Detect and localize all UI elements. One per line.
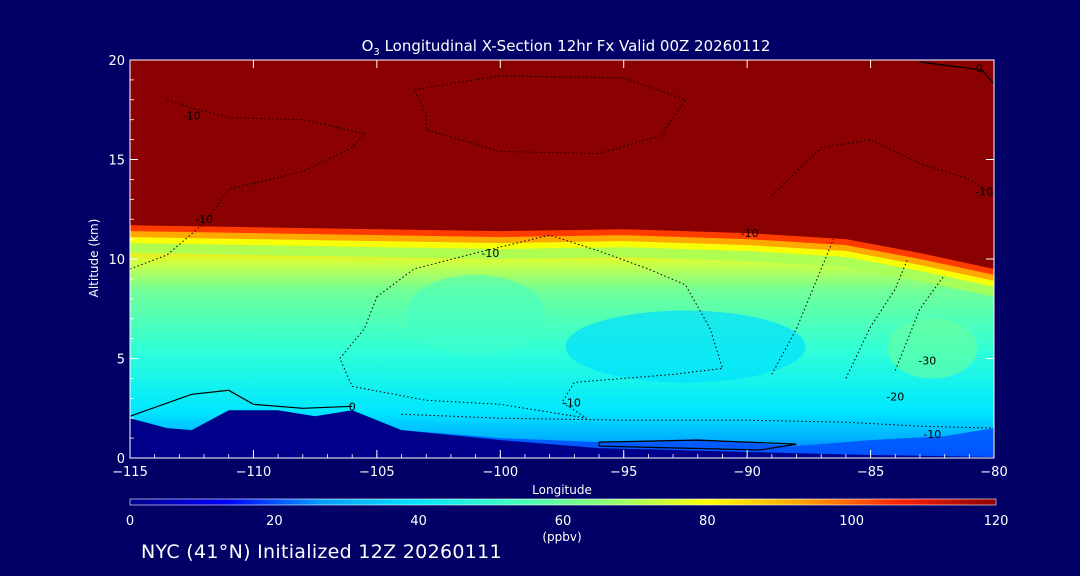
- contour-label: -10: [975, 185, 993, 198]
- contour-lines: [130, 61, 994, 451]
- chart-title: O3 Longitudinal X-Section 12hr Fx Valid …: [362, 37, 771, 58]
- y-tick-label: 20: [108, 54, 125, 69]
- y-tick-label: 15: [108, 154, 125, 169]
- x-tick-label: −90: [733, 465, 760, 480]
- contour-label: -10: [481, 247, 499, 260]
- footer-caption: NYC (41°N) Initialized 12Z 20260111: [141, 541, 502, 563]
- colorbar-tick-label: 100: [839, 514, 864, 529]
- x-axis-label: Longitude: [532, 483, 592, 497]
- plot-area: [130, 60, 994, 458]
- contour-m10-top: [413, 75, 687, 155]
- x-tick-label: −95: [610, 465, 637, 480]
- x-tick-label: −85: [857, 465, 884, 480]
- contour-m20-b: [845, 258, 909, 379]
- terrain-fill: [130, 410, 994, 458]
- contour-m20-a: [771, 238, 834, 375]
- contour-label: 0: [976, 62, 983, 75]
- east-ozone-region: [887, 318, 978, 379]
- contour-labels: 0 0 -10 -10 -10 -10 -10 -10 -10 -20 -30: [183, 62, 993, 441]
- x-tick-label: −105: [359, 465, 395, 480]
- contour-label: -10: [195, 213, 213, 226]
- low-ozone-region: [565, 310, 806, 383]
- colorbar-tick-labels: 0 20 40 60 80 100 120: [126, 514, 1009, 529]
- mid-ozone-region: [405, 274, 546, 355]
- colorbar-tick-label: 120: [984, 514, 1009, 529]
- title-prefix: O: [362, 37, 374, 55]
- contour-m10-west: [130, 99, 366, 270]
- x-tick-label: −100: [482, 465, 518, 480]
- colorbar-label: (ppbv): [542, 530, 581, 544]
- contour-m10-center: [339, 234, 724, 419]
- stratosphere-fill: [130, 60, 994, 269]
- colorbar-tick-label: 20: [266, 514, 283, 529]
- y-tick-label: 10: [108, 253, 125, 268]
- ozone-field: [130, 60, 994, 458]
- colorbar-tick-label: 60: [555, 514, 572, 529]
- colorbar-tick-label: 0: [126, 514, 134, 529]
- y-tick-label: 0: [117, 452, 125, 467]
- terrain: [130, 410, 994, 458]
- y-axis-label: Altitude (km): [87, 219, 101, 298]
- y-tick-label: 5: [117, 353, 125, 368]
- y-tick-labels: 0 5 10 15 20: [108, 54, 125, 467]
- x-tick-label: −115: [112, 465, 148, 480]
- colorbar-tick-label: 40: [410, 514, 427, 529]
- colorbar-tick-label: 80: [699, 514, 716, 529]
- contour-label: 0: [349, 400, 356, 413]
- contour-zero-top: [919, 61, 994, 85]
- axes: [129, 59, 995, 459]
- contour-zero-west: [130, 389, 353, 417]
- contour-label: -30: [918, 355, 936, 368]
- colorbar: [129, 498, 997, 506]
- contour-label: -10: [741, 227, 759, 240]
- contour-label: -20: [886, 390, 904, 403]
- contour-zero-east: [598, 439, 797, 451]
- x-tick-labels: −115 −110 −105 −100 −95 −90 −85 −80: [112, 465, 1008, 480]
- title-rest: Longitudinal X-Section 12hr Fx Valid 00Z…: [380, 37, 771, 55]
- contour-label: -10: [563, 396, 581, 409]
- contour-m10-east-top: [771, 139, 994, 196]
- x-tick-label: −80: [980, 465, 1007, 480]
- title-subscript: 3: [373, 47, 379, 58]
- contour-label: -10: [183, 110, 201, 123]
- contour-label: -10: [923, 428, 941, 441]
- x-tick-label: −110: [236, 465, 272, 480]
